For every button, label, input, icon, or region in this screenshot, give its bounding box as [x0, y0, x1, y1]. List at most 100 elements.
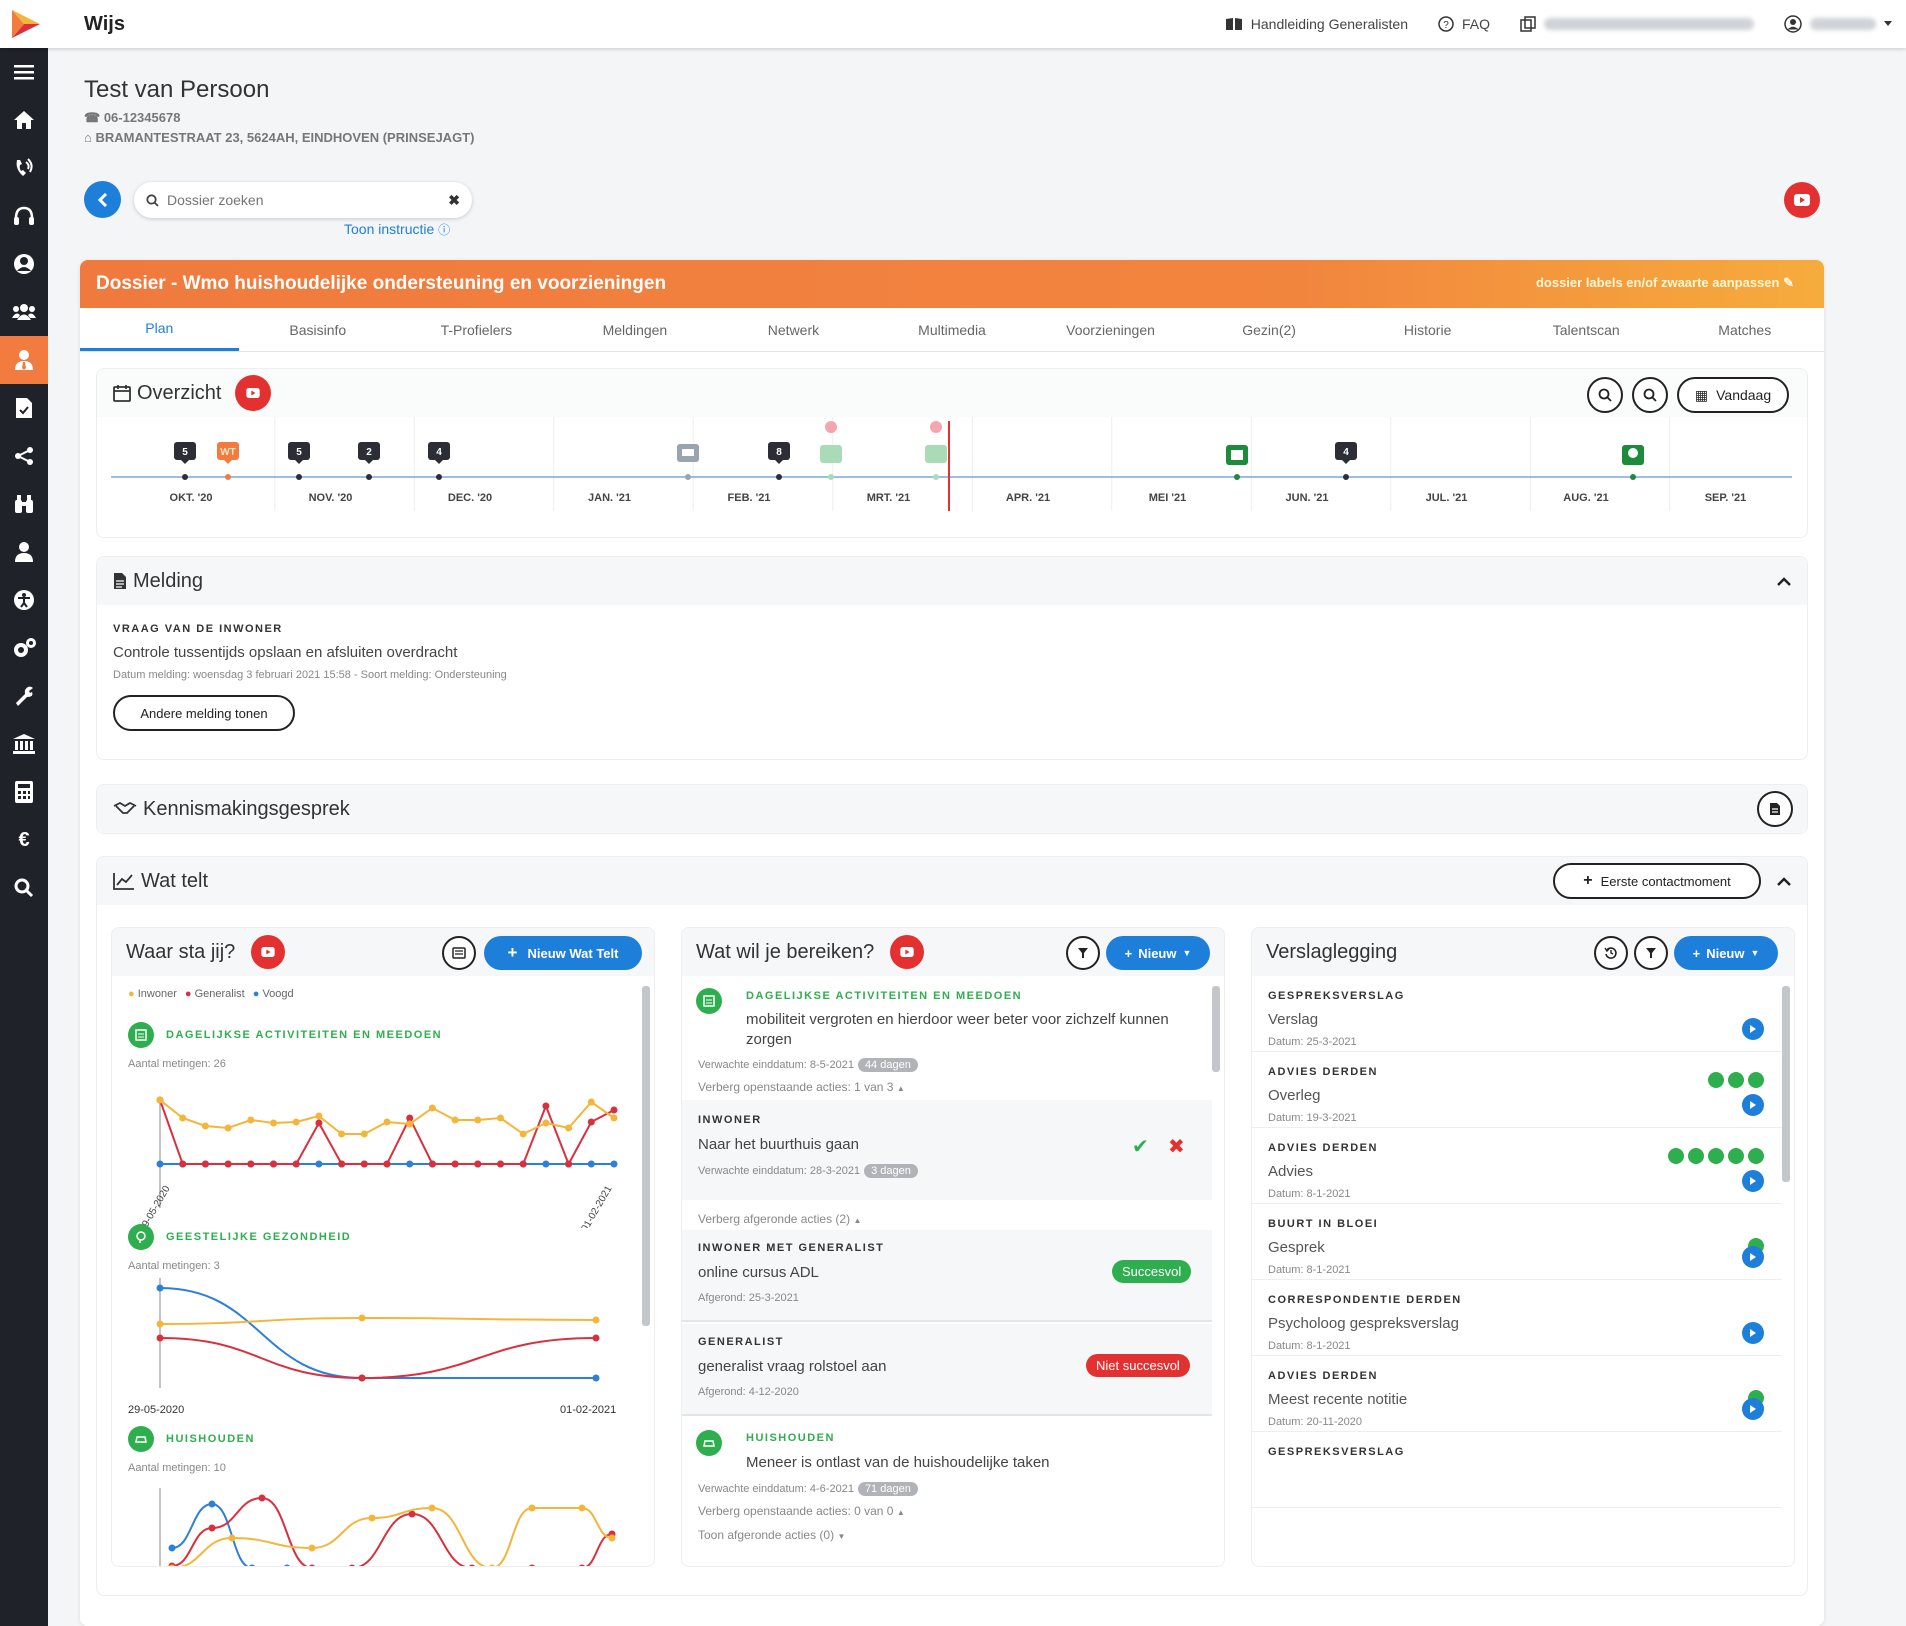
sidebar-item-profile[interactable] — [0, 240, 48, 288]
chart-point[interactable] — [519, 1160, 527, 1168]
chart-point[interactable] — [474, 1116, 482, 1124]
chart-point[interactable] — [368, 1514, 376, 1522]
bereiken-filter-button[interactable] — [1066, 936, 1100, 970]
chart-point[interactable] — [565, 1160, 573, 1168]
chevron-up-icon[interactable] — [1777, 577, 1791, 586]
chart-point[interactable] — [292, 1160, 300, 1168]
open-report-button[interactable] — [1742, 1018, 1764, 1040]
sidebar-item-home[interactable] — [0, 96, 48, 144]
timeline-marker[interactable]: 2 — [358, 442, 380, 480]
chart-point[interactable] — [338, 1160, 346, 1168]
chart-point[interactable] — [587, 1160, 595, 1168]
chart-point[interactable] — [428, 1160, 436, 1168]
chevron-up-icon[interactable] — [1777, 877, 1791, 886]
tab-matches[interactable]: Matches — [1718, 321, 1772, 338]
tab-t-profielers[interactable]: T-Profielers — [440, 321, 513, 338]
chart-point[interactable] — [349, 1564, 356, 1568]
bereiken-video-button[interactable] — [890, 935, 925, 969]
chart-point[interactable] — [156, 1160, 164, 1168]
chart-point[interactable] — [315, 1160, 323, 1168]
tab-basisinfo[interactable]: Basisinfo — [289, 321, 347, 338]
chart-point[interactable] — [338, 1130, 346, 1138]
sidebar-item-support[interactable] — [0, 192, 48, 240]
sidebar-item-accessibility[interactable] — [0, 576, 48, 624]
chart-point[interactable] — [608, 1534, 616, 1542]
timeline-marker[interactable]: 8 — [768, 442, 790, 480]
chart-point[interactable] — [592, 1334, 600, 1342]
tab-multimedia[interactable]: Multimedia — [918, 321, 986, 338]
sidebar-item-groups[interactable] — [0, 288, 48, 336]
tab-gezin-2-[interactable]: Gezin(2) — [1242, 321, 1296, 338]
report-item[interactable]: ADVIES DERDEN Meest recente notitie Datum:… — [1252, 1356, 1782, 1432]
open-report-button[interactable] — [1742, 1170, 1764, 1192]
manual-link[interactable]: Handleiding Generalisten — [1225, 16, 1408, 32]
chart-point[interactable] — [406, 1114, 414, 1122]
chart-point[interactable] — [451, 1160, 459, 1168]
bereiken-scrollbar[interactable] — [1210, 986, 1220, 1562]
verslag-filter-button[interactable] — [1634, 936, 1668, 970]
chart-point[interactable] — [383, 1118, 391, 1126]
report-item[interactable]: BUURT IN BLOEI Gesprek Datum: 8-1-2021 — [1252, 1204, 1782, 1280]
zoom-out-button[interactable] — [1632, 377, 1668, 413]
chart-point[interactable] — [156, 1334, 164, 1342]
chart-point[interactable] — [308, 1544, 316, 1552]
goal-text[interactable]: mobiliteit vergroten en hierdoor weer be… — [746, 1011, 1169, 1048]
faq-link[interactable]: ? FAQ — [1438, 16, 1490, 32]
user-menu[interactable] — [1784, 15, 1892, 33]
clear-icon[interactable]: ✖ — [448, 191, 460, 208]
hide-open-actions-link[interactable]: Verberg openstaande acties: 0 van 0 ▲ — [698, 1504, 905, 1518]
chart-point[interactable] — [451, 1116, 459, 1124]
timeline-marker[interactable]: 5 — [288, 442, 310, 480]
chart-point[interactable] — [224, 1160, 232, 1168]
report-item[interactable]: CORRESPONDENTIE DERDEN Psycholoog gesprek… — [1252, 1280, 1782, 1356]
chart-point[interactable] — [542, 1102, 550, 1110]
chart-point[interactable] — [270, 1119, 277, 1127]
timeline-marker[interactable]: 4 — [1335, 442, 1357, 480]
tab-plan[interactable]: Plan — [80, 308, 239, 351]
chart-point[interactable] — [284, 1564, 291, 1568]
report-item[interactable]: ADVIES DERDEN Advies Datum: 8-1-2021 — [1252, 1128, 1782, 1204]
chart-point[interactable] — [360, 1160, 368, 1168]
action-text[interactable]: generalist vraag rolstoel aan — [698, 1358, 887, 1375]
bereiken-new-button[interactable]: + Nieuw ▼ — [1106, 936, 1210, 970]
chart-point[interactable] — [358, 1374, 366, 1382]
chart-point[interactable] — [529, 1564, 536, 1568]
chart-point[interactable] — [610, 1160, 618, 1168]
action-text[interactable]: Naar het buurthuis gaan — [698, 1136, 859, 1153]
chart-point[interactable] — [542, 1119, 550, 1127]
waarsta-list-button[interactable] — [442, 936, 476, 970]
tab-voorzieningen[interactable]: Voorzieningen — [1066, 321, 1155, 338]
goal-text[interactable]: Meneer is ontlast van de huishoudelijke … — [746, 1454, 1050, 1471]
chart-point[interactable] — [358, 1314, 366, 1322]
chart-point[interactable] — [489, 1564, 496, 1568]
new-wat-telt-button[interactable]: + Nieuw Wat Telt — [484, 936, 642, 970]
hide-open-actions-link[interactable]: Verberg openstaande acties: 1 van 3 ▲ — [698, 1080, 905, 1094]
report-button[interactable] — [1757, 791, 1793, 827]
timeline-plan-icon-faded[interactable] — [820, 421, 842, 480]
chart-point[interactable] — [292, 1118, 300, 1126]
sidebar-menu-toggle[interactable] — [0, 48, 48, 96]
sidebar-item-tools[interactable] — [0, 672, 48, 720]
chart-point[interactable] — [315, 1112, 323, 1120]
chart-point[interactable] — [270, 1160, 277, 1168]
overzicht-video-button[interactable] — [235, 375, 272, 411]
report-item[interactable]: GESPREKSVERSLAG — [1252, 1432, 1782, 1508]
tab-historie[interactable]: Historie — [1403, 321, 1452, 338]
sidebar-item-dossiers[interactable] — [0, 336, 48, 384]
chart-point[interactable] — [406, 1120, 414, 1128]
open-report-button[interactable] — [1742, 1094, 1764, 1116]
chart-point[interactable] — [208, 1500, 216, 1508]
last-version-link[interactable] — [1520, 16, 1754, 32]
chart-point[interactable] — [360, 1130, 368, 1138]
wijs-logo[interactable] — [10, 8, 42, 40]
timeline-marker[interactable]: WT — [217, 442, 239, 480]
dossier-search[interactable]: ✖ — [134, 182, 472, 218]
sidebar-item-documents[interactable] — [0, 384, 48, 432]
chart-point[interactable] — [249, 1564, 256, 1568]
open-report-button[interactable] — [1742, 1398, 1764, 1420]
back-button[interactable] — [84, 181, 121, 218]
history-button[interactable] — [1594, 936, 1628, 970]
chart-point[interactable] — [469, 1564, 476, 1568]
sidebar-item-search[interactable] — [0, 864, 48, 912]
scrollbar-thumb[interactable] — [1212, 986, 1220, 1072]
